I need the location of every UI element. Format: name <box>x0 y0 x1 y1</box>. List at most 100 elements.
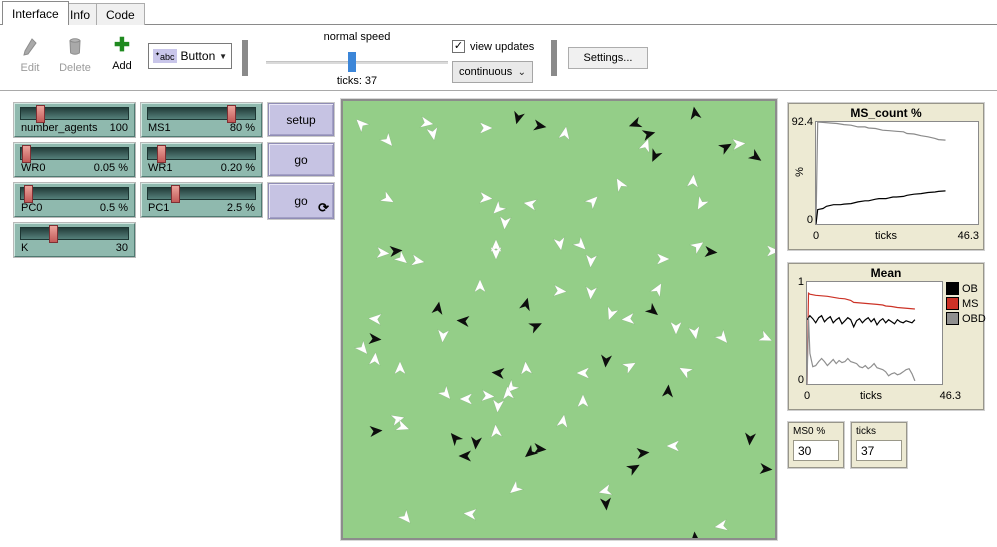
tab-interface[interactable]: Interface <box>2 1 69 25</box>
tab-code[interactable]: Code <box>96 3 145 25</box>
slider-label: PC0 <box>21 202 43 214</box>
slider-label: WR1 <box>148 162 173 174</box>
legend-item-obd: OBD <box>946 312 986 325</box>
slider-handle[interactable] <box>170 185 180 203</box>
speed-label: normal speed <box>323 31 391 43</box>
chevron-down-icon: ⌄ <box>517 66 526 78</box>
slider-pc1[interactable]: PC1 2.5 % <box>141 183 262 217</box>
slider-label: K <box>21 242 29 254</box>
slider-label: PC1 <box>148 202 170 214</box>
slider-label: WR0 <box>21 162 46 174</box>
slider-groove <box>20 145 129 163</box>
setup-label: setup <box>286 112 316 127</box>
legend-label: MS <box>962 297 979 310</box>
update-mode-value: continuous <box>459 66 513 78</box>
slider-k[interactable]: K 30 <box>14 223 135 257</box>
slider-number-agents[interactable]: number_agents 100 <box>14 103 135 137</box>
view-updates-checkbox[interactable]: ✓ <box>452 40 465 53</box>
slider-handle[interactable] <box>227 105 237 123</box>
tab-info[interactable]: Info <box>60 3 101 25</box>
y-max-label: 1 <box>797 276 804 288</box>
x-max-label: 46.3 <box>939 390 961 402</box>
slider-groove <box>147 145 256 163</box>
plot-area <box>815 121 979 225</box>
legend-item-ob: OB <box>946 282 986 295</box>
slider-handle[interactable] <box>22 145 32 163</box>
slider-label: number_agents <box>21 122 98 134</box>
delete-button[interactable]: Delete <box>53 37 97 74</box>
toolbar-separator-2 <box>551 40 557 76</box>
slider-value: 30 <box>115 242 128 254</box>
slider-handle[interactable] <box>24 185 34 203</box>
delete-label: Delete <box>59 62 91 74</box>
slider-value: 100 <box>109 122 128 134</box>
monitor-value: 30 <box>793 440 839 461</box>
add-button[interactable]: ✚ Add <box>100 35 144 72</box>
speed-slider-thumb[interactable] <box>347 52 356 72</box>
ticks-counter: ticks: 37 <box>336 75 378 87</box>
go-forever-button[interactable]: go ⟳ <box>268 183 334 219</box>
settings-button[interactable]: Settings... <box>568 47 648 69</box>
monitor-ms0: MS0 % 30 <box>788 422 844 468</box>
slider-pc0[interactable]: PC0 0.5 % <box>14 183 135 217</box>
slider-handle[interactable] <box>36 105 46 123</box>
trash-icon <box>53 37 97 59</box>
slider-wr0[interactable]: WR0 0.05 % <box>14 143 135 177</box>
slider-handle[interactable] <box>49 225 59 243</box>
legend-label: OBD <box>962 312 986 325</box>
y-axis-label: % <box>793 167 806 177</box>
legend-label: OB <box>962 282 978 295</box>
slider-groove <box>147 185 256 203</box>
slider-value: 0.20 % <box>220 162 255 174</box>
slider-groove <box>147 105 256 123</box>
widget-type-dropdown[interactable]: ✦abc Button ▼ <box>148 43 232 69</box>
legend-swatch-obd <box>946 312 959 325</box>
legend-item-ms: MS <box>946 297 986 310</box>
y-max-label: 92.4 <box>791 116 813 128</box>
plot-ms-count: MS_count % 92.4 0 % 0 ticks 46.3 <box>788 103 984 250</box>
go-button[interactable]: go <box>268 143 334 176</box>
view-updates-row: ✓ view updates <box>452 40 534 53</box>
slider-groove <box>20 225 129 243</box>
plot-mean: Mean 1 0 0 ticks 46.3 OB MS OBD <box>788 263 986 410</box>
x-min-label: 0 <box>804 390 811 402</box>
slider-value: 0.05 % <box>93 162 128 174</box>
tabbar-divider <box>0 24 997 25</box>
monitor-label: MS0 % <box>793 426 826 437</box>
x-axis-label: ticks <box>860 390 882 402</box>
update-mode-select[interactable]: continuous ⌄ <box>452 61 533 83</box>
slider-handle[interactable] <box>156 145 166 163</box>
speed-slider-track[interactable] <box>266 61 448 64</box>
monitor-label: ticks <box>856 426 876 437</box>
abc-icon: ✦abc <box>153 49 177 63</box>
x-min-label: 0 <box>813 230 820 242</box>
y-min-label: 0 <box>806 214 813 226</box>
speed-slider-group: normal speed ticks: 37 <box>262 29 452 89</box>
plot-legend: OB MS OBD <box>946 282 986 327</box>
plot-area <box>806 281 943 385</box>
slider-value: 2.5 % <box>226 202 255 214</box>
slider-label: MS1 <box>148 122 171 134</box>
tab-bar: Interface Info Code <box>0 0 997 25</box>
slider-ms1[interactable]: MS1 80 % <box>141 103 262 137</box>
world-view[interactable] <box>341 99 781 545</box>
monitor-value: 37 <box>856 440 902 461</box>
widget-type-value: Button <box>180 49 216 63</box>
dropdown-arrow-icon: ▼ <box>219 51 227 61</box>
add-label: Add <box>112 60 132 72</box>
slider-value: 0.5 % <box>99 202 128 214</box>
setup-button[interactable]: setup <box>268 103 334 136</box>
edit-button[interactable]: Edit <box>8 37 52 74</box>
forever-icon: ⟳ <box>318 200 329 215</box>
x-axis-label: ticks <box>875 230 897 242</box>
legend-swatch-ms <box>946 297 959 310</box>
x-max-label: 46.3 <box>957 230 979 242</box>
go-label: go <box>294 152 308 167</box>
slider-value: 80 % <box>229 122 255 134</box>
go-forever-label: go <box>294 194 308 208</box>
slider-wr1[interactable]: WR1 0.20 % <box>141 143 262 177</box>
view-updates-label: view updates <box>470 40 535 53</box>
legend-swatch-ob <box>946 282 959 295</box>
toolbar: Edit Delete ✚ Add ✦abc Button ▼ normal s… <box>0 25 997 91</box>
